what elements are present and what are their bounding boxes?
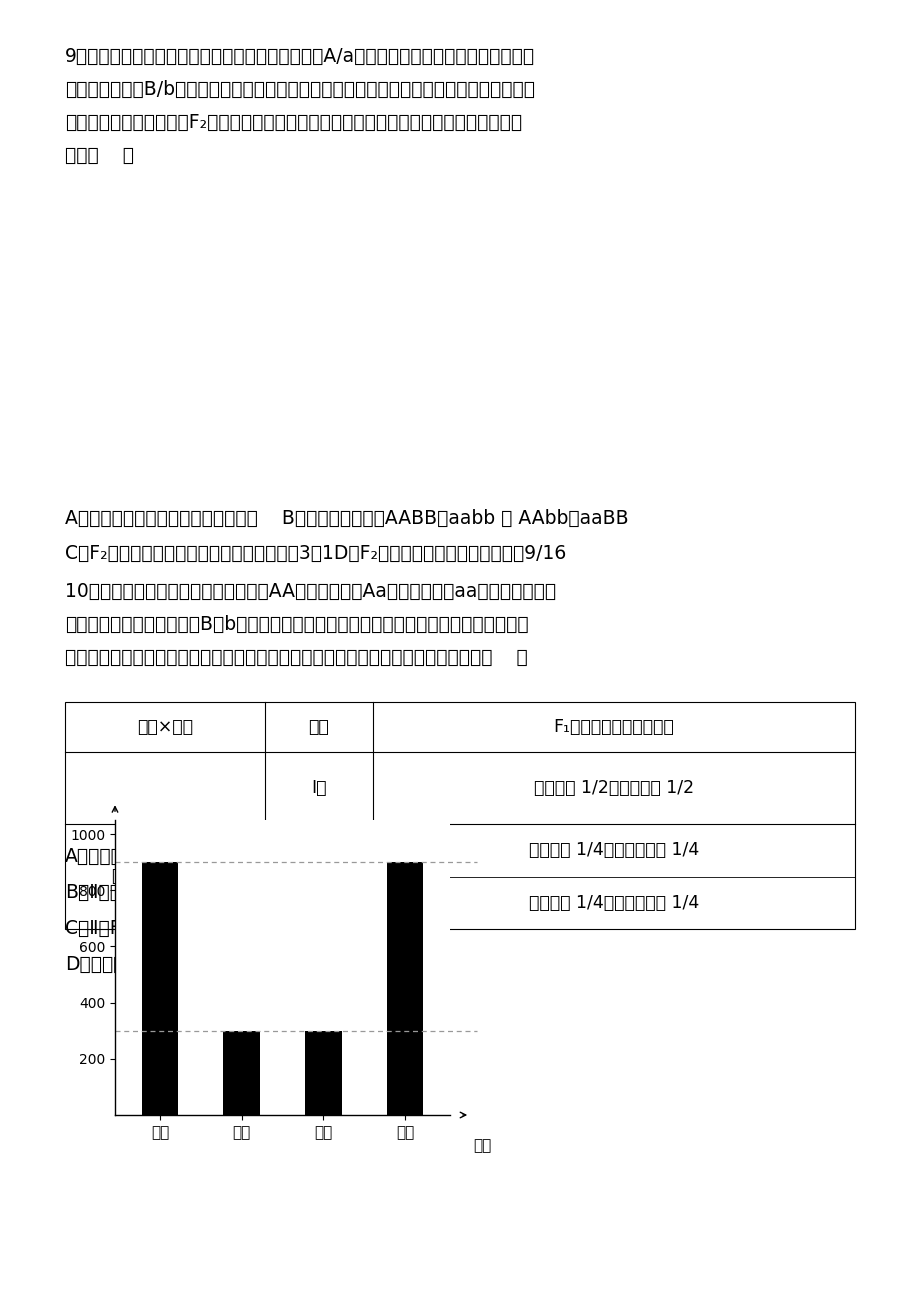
Text: 的是（    ）: 的是（ ） xyxy=(65,146,134,165)
Text: Ⅱ类: Ⅱ类 xyxy=(309,867,328,885)
Text: F₁的表现型及植株数比例: F₁的表现型及植株数比例 xyxy=(553,717,674,736)
Text: 一对等位基因（B/b）控制，但不清楚这两对等位基因在染色体上的分布。下图表示的是某种: 一对等位基因（B/b）控制，但不清楚这两对等位基因在染色体上的分布。下图表示的是… xyxy=(65,79,535,99)
Text: 结果: 结果 xyxy=(308,717,329,736)
Text: 抗病性由位于常染色体上的B、b基因控制（显隐性不明）。某科研人员将多株窄叶抗病的母: 抗病性由位于常染色体上的B、b基因控制（显隐性不明）。某科研人员将多株窄叶抗病的… xyxy=(65,615,528,634)
Text: C．Ⅱ类F₁中窄叶抗病的个体自交，后代中窄叶抗病植株所占的比例为3/8: C．Ⅱ类F₁中窄叶抗病的个体自交，后代中窄叶抗病植株所占的比例为3/8 xyxy=(65,919,450,937)
Text: 10．某植物有宽叶和窄叶之分，基因型AA表现为宽叶，Aa表现为窄叶，aa致死。该植物的: 10．某植物有宽叶和窄叶之分，基因型AA表现为宽叶，Aa表现为窄叶，aa致死。该… xyxy=(65,582,555,602)
Bar xyxy=(223,1031,260,1115)
Bar xyxy=(304,1031,341,1115)
Text: A．紫翅为显性性状，白眼为隐性性状    B．亲本的基因型为AABB、aabb 或 AAbb、aaBB: A．紫翅为显性性状，白眼为隐性性状 B．亲本的基因型为AABB、aabb 或 A… xyxy=(65,509,628,529)
Text: 9．某种蝴蝶翅膀颜色受常染色体上一对等位基因（A/a）控制，眼睛的颜色受常染色体上另: 9．某种蝴蝶翅膀颜色受常染色体上一对等位基因（A/a）控制，眼睛的颜色受常染色体… xyxy=(65,47,535,66)
Text: C．F₂的紫翅蝴蝶中绿眼与白眼的比例可能为3：1D．F₂中紫翅绿眼个体所占的比例为9/16: C．F₂的紫翅蝴蝶中绿眼与白眼的比例可能为3：1D．F₂中紫翅绿眼个体所占的比例… xyxy=(65,544,565,562)
Text: Ⅰ类: Ⅰ类 xyxy=(311,779,326,797)
Text: 窄叶抗病×宽叶不抗病: 窄叶抗病×宽叶不抗病 xyxy=(111,867,219,885)
Text: 窄叶抗病 1/4；窄叶不抗病 1/4: 窄叶抗病 1/4；窄叶不抗病 1/4 xyxy=(528,893,698,911)
Bar xyxy=(65,702,854,930)
Text: 本与宽叶不抗病的父本杂交，结果如下表所示。不考虑交叉互换，下列说法错误的是（    ）: 本与宽叶不抗病的父本杂交，结果如下表所示。不考虑交叉互换，下列说法错误的是（ ） xyxy=(65,648,528,667)
Text: 母本×父本: 母本×父本 xyxy=(137,717,193,736)
Bar xyxy=(142,862,178,1115)
Text: 宽叶抗病 1/4；宽叶不抗病 1/4: 宽叶抗病 1/4；宽叶不抗病 1/4 xyxy=(528,841,698,859)
Text: 宽叶抗病 1/2；窄叶抗病 1/2: 宽叶抗病 1/2；窄叶抗病 1/2 xyxy=(533,779,693,797)
Text: A．上述两对性状的遗传遵循基因的自由组合定律: A．上述两对性状的遗传遵循基因的自由组合定律 xyxy=(65,848,313,866)
Text: 性状: 性状 xyxy=(473,1139,491,1154)
Bar xyxy=(386,862,423,1115)
Text: D．若要在最短时间内选育出宽叶抗病的纯合植株，应以Ⅰ类母本为材料自交: D．若要在最短时间内选育出宽叶抗病的纯合植株，应以Ⅰ类母本为材料自交 xyxy=(65,954,445,974)
Text: 蝴蝶纯合亲本杂交产生的F₂的性状。不考虑交叉互换，依据图中的实验结果，下列说法错误: 蝴蝶纯合亲本杂交产生的F₂的性状。不考虑交叉互换，依据图中的实验结果，下列说法错… xyxy=(65,113,522,132)
Text: B．Ⅱ类结果中母本与父本的基因型分别为AaBb、AAbb: B．Ⅱ类结果中母本与父本的基因型分别为AaBb、AAbb xyxy=(65,883,389,902)
